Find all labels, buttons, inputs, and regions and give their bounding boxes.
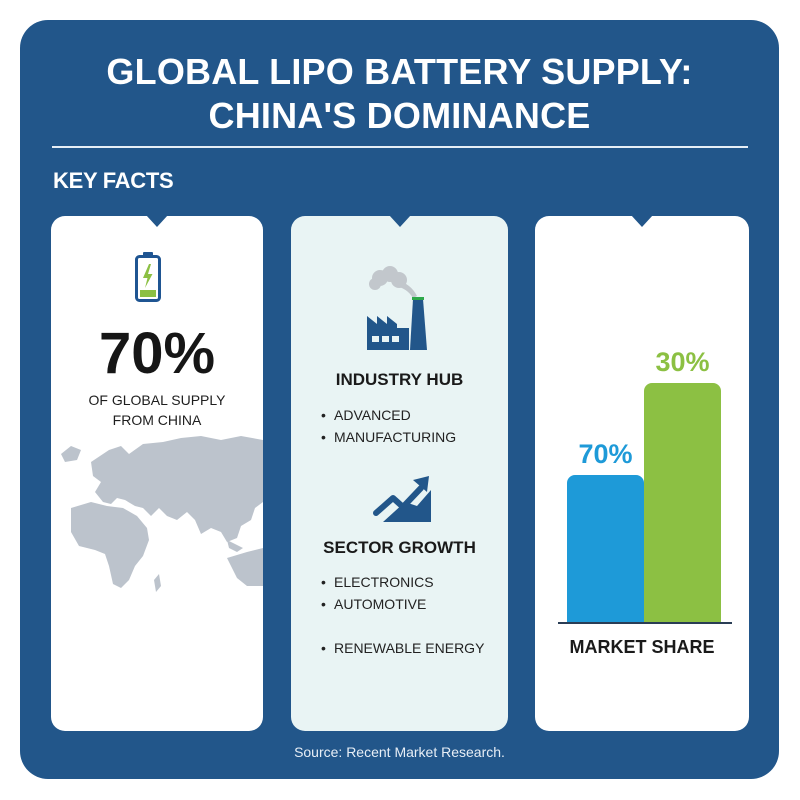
china-bar [567,475,644,623]
sector-growth-list: ELECTRONICS AUTOMOTIVE RENEWABLE ENERGY [321,571,484,659]
supply-caption: OF GLOBAL SUPPLY FROM CHINA [51,390,263,430]
supply-stat: 70% [98,321,216,386]
caption-line-2: FROM CHINA [112,412,202,428]
rest-bar [644,383,721,623]
list-item: AUTOMOTIVE [321,593,484,615]
card-industry: INDUSTRY HUB ADVANCED MANUFACTURING SECT… [291,216,508,731]
battery-charging-icon [135,252,161,302]
caption-line-1: OF GLOBAL SUPPLY [88,392,226,408]
industry-hub-list: ADVANCED MANUFACTURING [321,404,456,448]
china-bar-label: 70% [578,439,633,469]
section-label: KEY FACTS [53,168,174,193]
chart-baseline [558,622,732,624]
page-title: GLOBAL LIPO BATTERY SUPPLY: CHINA'S DOMI… [20,50,779,138]
list-item: RENEWABLE ENERGY [321,637,484,659]
card-notch [146,216,168,227]
list-item: ADVANCED [321,404,456,426]
sector-growth-heading: SECTOR GROWTH [323,538,476,557]
card-notch [388,216,411,227]
title-line-1: GLOBAL LIPO BATTERY SUPPLY: [106,51,693,92]
title-line-2: CHINA'S DOMINANCE [208,95,591,136]
list-item: MANUFACTURING [321,426,456,448]
title-divider [52,146,748,148]
card-global-supply: 70% OF GLOBAL SUPPLY FROM CHINA [51,216,263,731]
chart-title: MARKET SHARE [569,637,715,657]
list-item: ELECTRONICS [321,571,484,593]
world-map-icon [61,436,263,592]
card-market-share: 70% 30% MARKET SHARE [535,216,749,731]
card-notch [631,216,653,227]
rest-bar-label: 30% [655,347,710,377]
source-note: Source: Recent Market Research. [294,744,505,760]
factory-icon [367,266,427,350]
market-share-chart: 70% 30% MARKET SHARE [535,216,749,731]
industry-hub-heading: INDUSTRY HUB [335,370,464,389]
trend-up-icon [373,476,431,522]
